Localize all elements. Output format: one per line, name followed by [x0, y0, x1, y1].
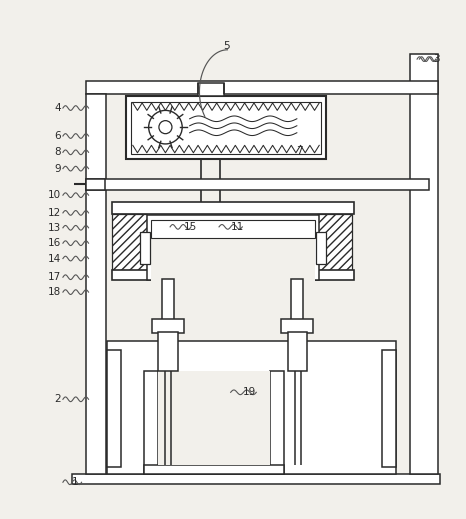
Text: 2: 2 — [54, 394, 61, 404]
Bar — [281, 319, 313, 333]
Bar — [72, 474, 440, 484]
Bar — [144, 466, 284, 474]
Text: 7: 7 — [296, 146, 302, 156]
Bar — [151, 220, 315, 238]
Bar — [162, 279, 174, 320]
Text: 6: 6 — [54, 131, 61, 141]
Bar — [86, 180, 105, 189]
Bar — [152, 319, 184, 333]
Bar — [144, 371, 158, 474]
Bar — [288, 332, 307, 371]
Text: 12: 12 — [48, 208, 61, 218]
Text: 5: 5 — [223, 41, 229, 51]
Text: 3: 3 — [433, 54, 440, 64]
Text: 15: 15 — [184, 222, 197, 232]
Text: 17: 17 — [48, 272, 61, 282]
Bar — [86, 81, 438, 94]
Bar — [147, 215, 319, 280]
Bar — [86, 94, 106, 474]
Text: 1: 1 — [72, 477, 79, 487]
Bar — [112, 202, 354, 214]
Bar — [140, 231, 150, 264]
Bar — [112, 270, 354, 280]
Bar — [317, 214, 352, 275]
Text: 16: 16 — [48, 238, 61, 248]
Bar — [270, 371, 284, 474]
Bar — [158, 371, 270, 466]
Text: 9: 9 — [54, 163, 61, 174]
Bar — [107, 341, 396, 474]
Bar — [126, 97, 326, 159]
Text: 14: 14 — [48, 254, 61, 264]
Bar — [131, 102, 321, 154]
Bar — [112, 214, 147, 275]
Bar — [316, 231, 326, 264]
Text: 13: 13 — [48, 223, 61, 233]
Circle shape — [159, 120, 172, 134]
Text: 11: 11 — [231, 222, 244, 232]
Circle shape — [149, 111, 182, 144]
Text: 8: 8 — [54, 147, 61, 157]
Bar — [198, 84, 224, 97]
Text: 4: 4 — [54, 103, 61, 113]
Bar — [382, 350, 396, 467]
Text: 10: 10 — [48, 190, 61, 200]
Bar — [410, 54, 438, 474]
Bar — [107, 350, 121, 467]
Bar — [151, 237, 315, 281]
Bar — [291, 279, 303, 320]
Bar — [158, 332, 178, 371]
Bar — [86, 180, 429, 189]
Text: 18: 18 — [48, 287, 61, 297]
Text: 19: 19 — [242, 387, 255, 398]
